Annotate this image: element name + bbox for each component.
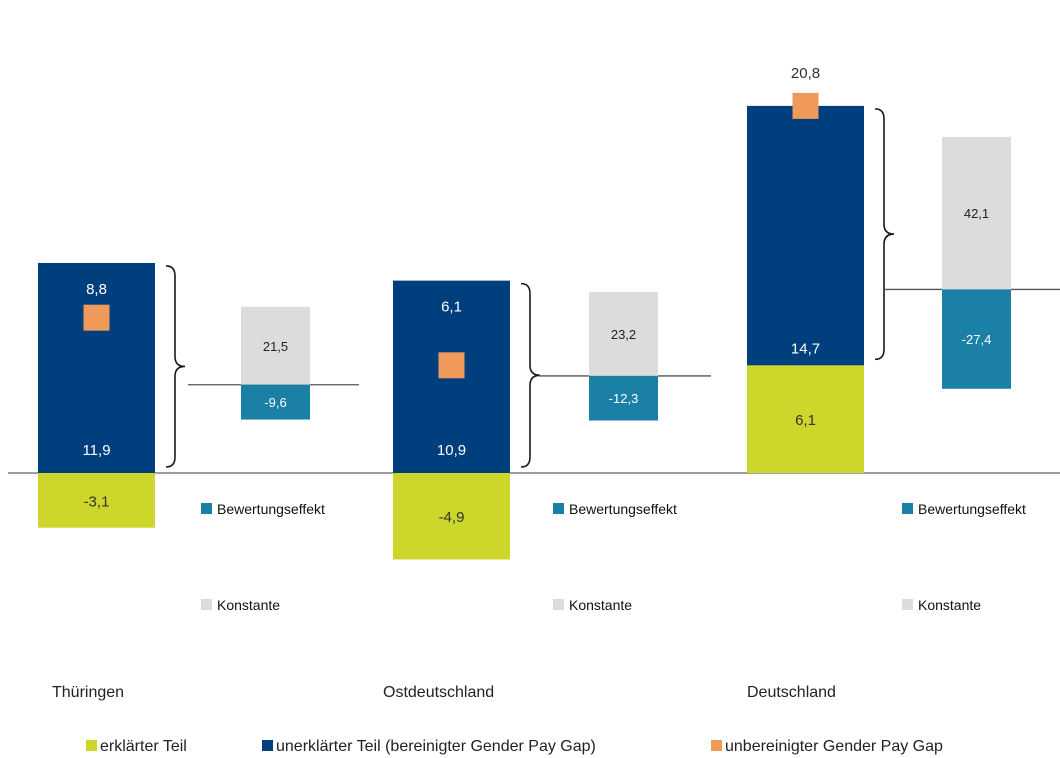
category-label-1: Ostdeutschland: [383, 684, 494, 701]
label-gap-1: 6,1: [441, 299, 462, 316]
legend-swatch-explained: [86, 740, 97, 751]
legend-swatch-unexplained: [262, 740, 273, 751]
legend-swatch-gap: [711, 740, 722, 751]
legend-label-gap: unbereinigter Gender Pay Gap: [725, 738, 943, 755]
bar-unexplained-0: [38, 262, 155, 473]
side-legend-konstante-1: Konstante: [569, 597, 632, 613]
label-unexplained-1: 10,9: [437, 442, 466, 459]
legend-label-explained: erklärter Teil: [100, 738, 187, 755]
bar-konstante-0: [241, 306, 310, 385]
label-konstante-1: 23,2: [611, 327, 636, 342]
bar-explained-1: [393, 473, 510, 560]
side-legend-konstante-2: Konstante: [918, 597, 981, 613]
label-explained-0: -3,1: [84, 493, 110, 510]
bar-bewertungseffekt-1: [589, 375, 658, 421]
label-konstante-0: 21,5: [263, 339, 288, 354]
label-unexplained-0: 11,9: [82, 442, 110, 459]
label-gap-2: 20,8: [791, 65, 820, 82]
legend-label-unexplained: unerklärter Teil (bereinigter Gender Pay…: [276, 738, 596, 755]
gap-marker-1: [438, 352, 465, 379]
gap-marker-2: [792, 92, 819, 119]
label-explained-2: 6,1: [795, 412, 816, 429]
category-label-2: Deutschland: [747, 684, 836, 701]
gap-marker-0: [83, 304, 110, 331]
side-legend-bewertungseffekt-1: Bewertungseffekt: [569, 501, 677, 517]
bar-unexplained-2: [747, 105, 864, 366]
bar-bewertungseffekt-2: [942, 289, 1011, 389]
label-explained-1: -4,9: [439, 509, 465, 526]
label-bewertungseffekt-0: -9,6: [264, 395, 286, 410]
label-gap-0: 8,8: [86, 281, 107, 298]
side-legend-swatch-konstante-1: [553, 599, 564, 610]
side-legend-konstante-0: Konstante: [217, 597, 280, 613]
side-legend-bewertungseffekt-0: Bewertungseffekt: [217, 501, 325, 517]
bar-konstante-2: [942, 136, 1011, 290]
label-bewertungseffekt-1: -12,3: [609, 391, 639, 406]
brace-2: [874, 108, 895, 361]
side-legend-swatch-konstante-0: [201, 599, 212, 610]
bar-explained-0: [38, 473, 155, 528]
bar-bewertungseffekt-0: [241, 384, 310, 420]
side-legend-swatch-bewertungseffekt-2: [902, 503, 913, 514]
category-label-0: Thüringen: [52, 684, 124, 701]
side-legend-swatch-bewertungseffekt-0: [201, 503, 212, 514]
bar-explained-2: [747, 365, 864, 473]
bar-konstante-1: [589, 291, 658, 376]
side-legend-bewertungseffekt-2: Bewertungseffekt: [918, 501, 1026, 517]
side-legend-swatch-konstante-2: [902, 599, 913, 610]
label-bewertungseffekt-2: -27,4: [962, 332, 992, 347]
label-unexplained-2: 14,7: [791, 340, 820, 357]
brace-1: [520, 282, 541, 468]
chart-marks: -3,1 11,9 8,8 21,5 -9,6 Bewertungseffekt Konst…: [8, 65, 1060, 755]
side-legend-swatch-bewertungseffekt-1: [553, 503, 564, 514]
brace-0: [165, 265, 186, 468]
label-konstante-2: 42,1: [964, 206, 989, 221]
